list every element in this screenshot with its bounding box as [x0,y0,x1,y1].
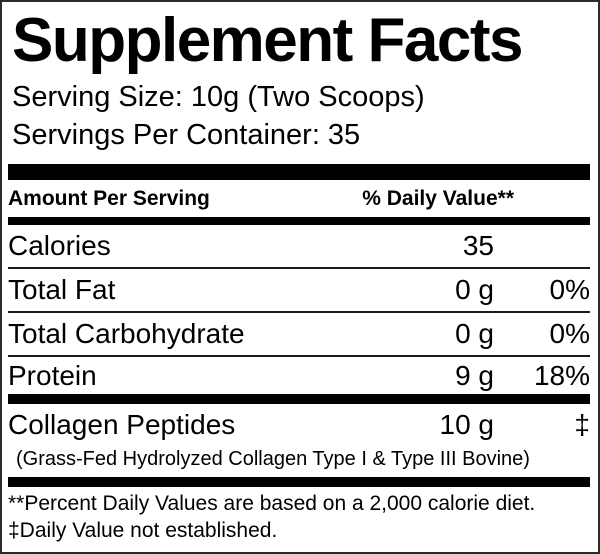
nutrient-amount: 10 g [439,409,495,440]
nutrient-amount: 9 g [455,359,494,391]
amount-per-serving-header: Amount Per Serving [8,186,210,210]
daily-value-header: % Daily Value** [362,186,514,210]
table-row-total-carbohydrate: Total Carbohydrate 0 g 0% [8,313,590,355]
divider-bar-protein [8,394,590,404]
nutrient-amount: 0 g [455,274,494,305]
row-separator [8,267,590,269]
divider-bar-top [8,164,590,180]
servings-per-container-line: Servings Per Container: 35 [12,119,361,151]
nutrient-amount: 35 [462,230,494,261]
nutrient-name: Protein [8,359,97,391]
nutrient-dv-dagger: ‡ [574,409,590,440]
nutrient-name: Collagen Peptides [8,409,236,440]
label-title: Supplement Facts [12,6,524,75]
nutrient-name: Total Fat [8,274,116,305]
table-row-calories: Calories 35 [8,225,590,267]
row-separator [8,311,590,313]
footnote-percent-daily-value: **Percent Daily Values are based on a 2,… [8,492,536,515]
footnote-daily-value-not-established: ‡Daily Value not established. [8,519,278,542]
nutrient-dv: 0% [549,274,590,305]
table-row-protein: Protein 9 g 18% [8,357,590,394]
table-row-collagen-peptides: Collagen Peptides 10 g ‡ [8,404,590,446]
divider-bar-bottom [8,477,590,487]
nutrient-dv: 18% [533,359,590,391]
footnotes: **Percent Daily Values are based on a 2,… [8,490,590,544]
collagen-source-subtext: (Grass-Fed Hydrolyzed Collagen Type I & … [16,448,530,470]
divider-bar-header [8,217,590,225]
serving-size-line: Serving Size: 10g (Two Scoops) [12,81,425,113]
table-row-total-fat: Total Fat 0 g 0% [8,269,590,311]
row-separator [8,355,590,357]
nutrient-amount: 0 g [455,318,494,349]
nutrient-name: Calories [8,230,111,261]
nutrient-name: Total Carbohydrate [8,318,245,349]
nutrient-dv: 0% [549,318,590,349]
table-header-row: Amount Per Serving % Daily Value** [8,180,590,217]
